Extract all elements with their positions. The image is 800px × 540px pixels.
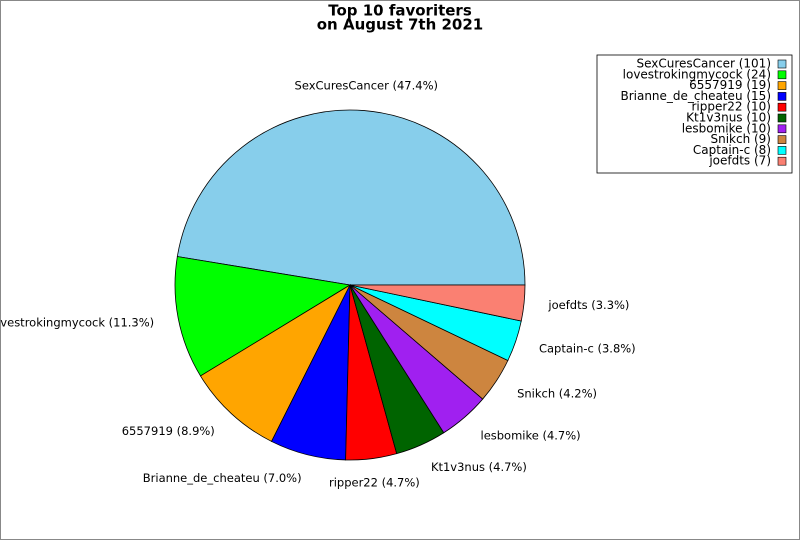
slice-label: lesbomike (4.7%) [481,428,581,442]
legend-box [596,54,793,174]
chart-title: Top 10 favoriters [328,2,472,20]
pie-slice [176,109,526,286]
legend-swatch [777,124,787,134]
slice-label: SexCuresCancer (47.4%) [295,79,439,93]
slice-label: ripper22 (4.7%) [329,476,420,490]
slice-label: Captain-c (3.8%) [539,342,636,356]
legend-swatch [777,102,787,112]
legend-swatch [777,156,787,166]
legend-label: Snikch (9) [710,132,771,146]
slice-label: Brianne_de_cheateu (7.0%) [143,471,302,485]
legend-label: Brianne_de_cheateu (15) [620,89,771,103]
slice-label: lovestrokingmycock (11.3%) [0,315,154,329]
pie-slice [349,284,526,322]
legend-label: Captain-c (8) [693,143,771,157]
legend-label: Kt1v3nus (10) [686,111,771,125]
legend-swatch [777,70,787,80]
legend-label: 6557919 (19) [689,78,771,92]
slice-label: Snikch (4.2%) [517,387,597,401]
legend-label: SexCuresCancer (101) [636,57,771,71]
legend-label: lovestrokingmycock (24) [623,67,771,81]
legend-swatch [777,59,787,69]
legend-swatch [777,81,787,90]
slice-label: Kt1v3nus (4.7%) [431,460,527,474]
legend-label: joefdts (7) [708,154,771,168]
slice-label: joefdts (3.3%) [547,298,629,312]
legend-swatch [777,113,787,123]
legend-label: lesbomike (10) [682,121,771,135]
legend-swatch [777,146,787,155]
chart-subtitle: on August 7th 2021 [317,16,484,34]
pie-slice [199,283,351,442]
pie-slice [174,256,352,377]
legend-swatch [777,135,787,144]
slice-label: 6557919 (8.9%) [122,424,215,438]
legend-label: ripper22 (10) [691,100,771,114]
legend-swatch [777,92,787,101]
